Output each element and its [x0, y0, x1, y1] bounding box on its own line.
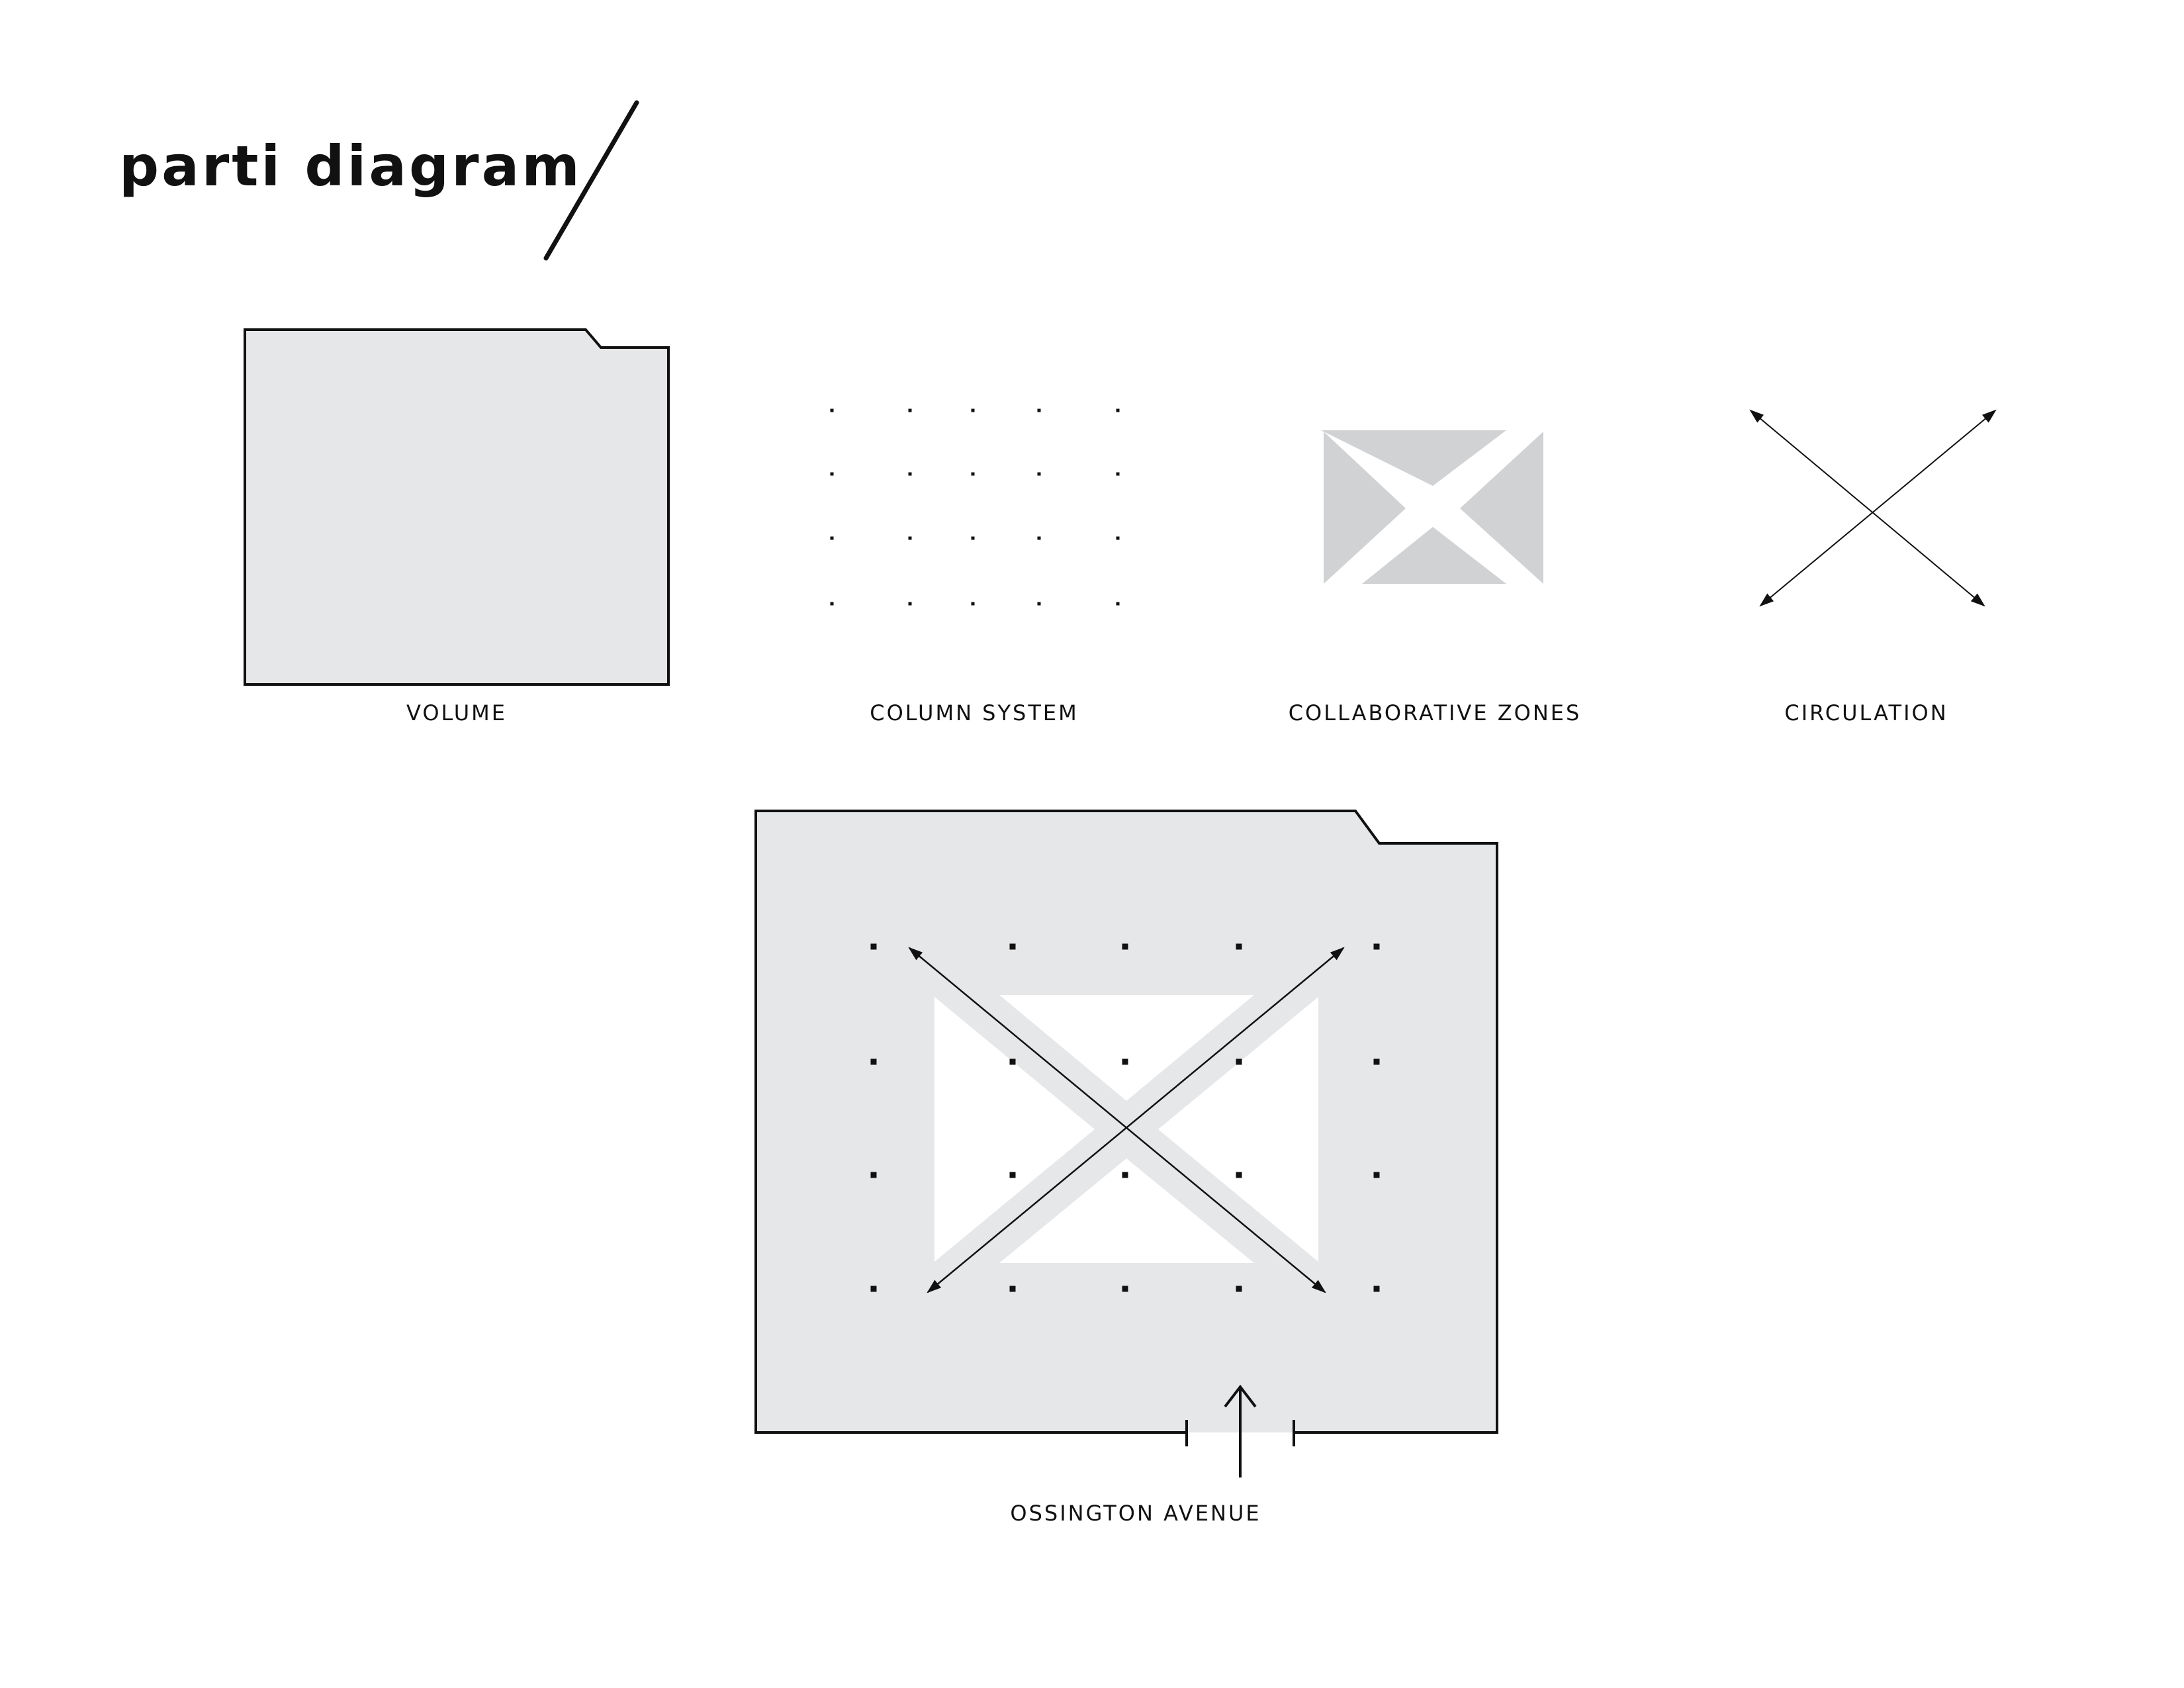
combined-volume-outline [754, 810, 1498, 1434]
column-system-diagram [830, 408, 1120, 606]
plan-column-dot-3-0 [870, 1286, 877, 1292]
column-dot-3-4 [1116, 602, 1120, 606]
zone-bottom [1362, 527, 1506, 584]
column-dot-3-3 [1037, 602, 1041, 606]
column-dot-1-1 [908, 472, 912, 476]
page-title: parti diagram [119, 134, 582, 199]
plan-column-dot-3-1 [1009, 1286, 1016, 1292]
circulation-caption: CIRCULATION [1784, 700, 1948, 726]
column-dot-0-0 [830, 408, 834, 412]
plan-column-dot-1-1 [1009, 1058, 1016, 1065]
column-dot-1-4 [1116, 472, 1120, 476]
circulation-arrow-a [1759, 409, 1997, 607]
column-dot-1-2 [971, 472, 975, 476]
circulation-diagram: CIRCULATION [1749, 409, 1997, 726]
plan-column-dot-0-4 [1373, 943, 1380, 950]
volume-diagram: VOLUME [244, 328, 670, 726]
plan-column-dot-0-3 [1236, 943, 1242, 950]
plan-circulation-arrow-b [908, 947, 1326, 1293]
plan-column-dot-1-3 [1236, 1058, 1242, 1065]
collaborative-zones-diagram: COLLABORATIVE ZONES [1289, 430, 1582, 726]
column-dot-2-3 [1037, 536, 1041, 540]
plan-column-dot-0-0 [870, 943, 877, 950]
column-system-caption: COLUMN SYSTEM [870, 700, 1078, 726]
entrance-arrow-head [1224, 1384, 1257, 1408]
plan-column-dot-2-2 [1122, 1172, 1128, 1178]
column-dot-0-4 [1116, 408, 1120, 412]
title-slash [543, 100, 639, 261]
volume-caption: VOLUME [406, 700, 507, 726]
column-dot-1-0 [830, 472, 834, 476]
plan-column-dot-3-3 [1236, 1286, 1242, 1292]
street-caption: OSSINGTON AVENUE [1010, 1501, 1261, 1526]
column-dot-0-1 [908, 408, 912, 412]
volume-outline [244, 328, 670, 686]
column-dot-3-1 [908, 602, 912, 606]
column-dot-3-0 [830, 602, 834, 606]
title-block: parti diagram [119, 100, 639, 261]
column-dot-2-1 [908, 536, 912, 540]
column-dot-2-2 [971, 536, 975, 540]
zone-right [1460, 432, 1543, 584]
column-dot-0-2 [971, 408, 975, 412]
zone-top [1321, 430, 1506, 486]
plan-column-dot-3-4 [1373, 1286, 1380, 1292]
plan-column-dot-2-4 [1373, 1172, 1380, 1178]
plan-column-dot-0-1 [1009, 943, 1016, 950]
collaborative-zones-caption: COLLABORATIVE ZONES [1289, 700, 1582, 726]
plan-column-dot-1-0 [870, 1058, 877, 1065]
column-dot-3-2 [971, 602, 975, 606]
plan-column-dot-2-3 [1236, 1172, 1242, 1178]
column-dot-2-4 [1116, 536, 1120, 540]
combined-plan: OSSINGTON AVENUE [754, 810, 1498, 1526]
plan-column-dot-1-2 [1122, 1058, 1128, 1065]
circulation-arrow-b [1749, 409, 1985, 607]
column-dot-1-3 [1037, 472, 1041, 476]
zone-left [1324, 432, 1406, 584]
plan-column-dot-0-2 [1122, 943, 1128, 950]
column-dot-0-3 [1037, 408, 1041, 412]
plan-column-dot-3-2 [1122, 1286, 1128, 1292]
plan-column-dot-2-1 [1009, 1172, 1016, 1178]
plan-column-dot-1-4 [1373, 1058, 1380, 1065]
plan-column-dot-2-0 [870, 1172, 877, 1178]
column-dot-2-0 [830, 536, 834, 540]
